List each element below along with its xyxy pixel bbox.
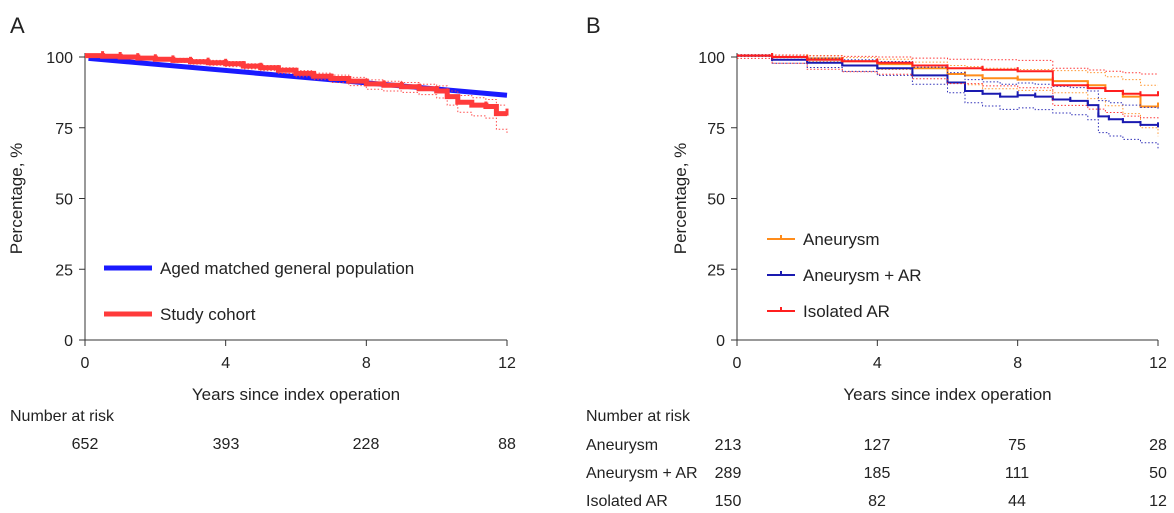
risk-row-label: Isolated AR bbox=[586, 493, 668, 510]
y-tick-label: 75 bbox=[55, 121, 73, 138]
legend-entry: Aneurysm bbox=[767, 230, 880, 249]
ci-lower-line bbox=[85, 55, 508, 134]
legend-label: Study cohort bbox=[160, 305, 256, 324]
x-tick-label: 8 bbox=[362, 355, 371, 372]
y-tick-label: 50 bbox=[55, 192, 73, 209]
series-study-cohort bbox=[85, 51, 509, 134]
x-tick-label: 8 bbox=[1013, 355, 1022, 372]
y-tick-label: 75 bbox=[707, 121, 725, 138]
y-axis-label: Percentage, % bbox=[671, 143, 690, 255]
y-axis-label: Percentage, % bbox=[7, 143, 26, 255]
x-tick-label: 0 bbox=[81, 355, 90, 372]
panel-label: B bbox=[586, 13, 601, 38]
y-tick-label: 50 bbox=[707, 192, 725, 209]
x-axis-label: Years since index operation bbox=[192, 385, 400, 404]
number-at-risk-title: Number at risk bbox=[10, 408, 115, 425]
risk-count: 289 bbox=[715, 465, 742, 482]
risk-count: 150 bbox=[715, 493, 742, 510]
panel-label: A bbox=[10, 13, 25, 38]
risk-count: 652 bbox=[72, 436, 99, 453]
legend-entry: Study cohort bbox=[104, 305, 256, 324]
legend-entry: Aneurysm + AR bbox=[767, 266, 922, 285]
y-tick-label: 0 bbox=[716, 333, 725, 350]
legend-entry: Aged matched general population bbox=[104, 259, 414, 278]
ci-lower-line bbox=[737, 57, 1159, 120]
risk-count: 12 bbox=[1149, 493, 1167, 510]
panel-a: A 0 4 8 12 0 25 50 75 100 Years since index operat… bbox=[7, 13, 516, 453]
number-at-risk-title: Number at risk bbox=[586, 408, 691, 425]
legend-label: Isolated AR bbox=[803, 302, 890, 321]
risk-count: 127 bbox=[864, 437, 891, 454]
ci-upper-line bbox=[737, 54, 1158, 75]
risk-count: 75 bbox=[1008, 437, 1026, 454]
risk-row-label: Aneurysm + AR bbox=[586, 465, 698, 482]
y-tick-label: 25 bbox=[707, 262, 725, 279]
risk-count: 228 bbox=[353, 436, 380, 453]
legend-entry: Isolated AR bbox=[767, 302, 890, 321]
risk-count: 88 bbox=[498, 436, 516, 453]
legend-label: Aged matched general population bbox=[160, 259, 414, 278]
x-tick-label: 12 bbox=[498, 355, 516, 372]
legend-label: Aneurysm bbox=[803, 230, 880, 249]
x-tick-label: 4 bbox=[221, 355, 230, 372]
x-tick-label: 12 bbox=[1149, 355, 1167, 372]
risk-count: 28 bbox=[1149, 437, 1167, 454]
y-tick-label: 100 bbox=[46, 50, 73, 67]
risk-count: 393 bbox=[213, 436, 240, 453]
y-tick-label: 100 bbox=[698, 50, 725, 67]
x-axis-label: Years since index operation bbox=[843, 385, 1051, 404]
number-at-risk-table: Number at risk 652 393 228 88 bbox=[10, 408, 516, 453]
risk-count: 50 bbox=[1149, 465, 1167, 482]
x-tick-label: 0 bbox=[733, 355, 742, 372]
y-tick-label: 0 bbox=[64, 333, 73, 350]
risk-count: 44 bbox=[1008, 493, 1026, 510]
risk-row-label: Aneurysm bbox=[586, 437, 658, 454]
number-at-risk-table: Number at risk Aneurysm 213 127 75 28 Aneurysm… bbox=[586, 408, 1167, 510]
risk-count: 82 bbox=[868, 493, 886, 510]
ci-lower-line bbox=[737, 55, 1159, 137]
ci-upper-line bbox=[737, 54, 1158, 86]
series-isolated-ar bbox=[737, 53, 1159, 120]
risk-count: 213 bbox=[715, 437, 742, 454]
risk-count: 111 bbox=[1005, 465, 1029, 482]
x-tick-label: 4 bbox=[873, 355, 882, 372]
panel-b: B 0 4 8 12 0 25 50 75 100 Years since index operat… bbox=[586, 13, 1167, 510]
risk-count: 185 bbox=[864, 465, 891, 482]
ci-lower-line bbox=[737, 55, 1159, 151]
legend-label: Aneurysm + AR bbox=[803, 266, 922, 285]
y-tick-label: 25 bbox=[55, 262, 73, 279]
